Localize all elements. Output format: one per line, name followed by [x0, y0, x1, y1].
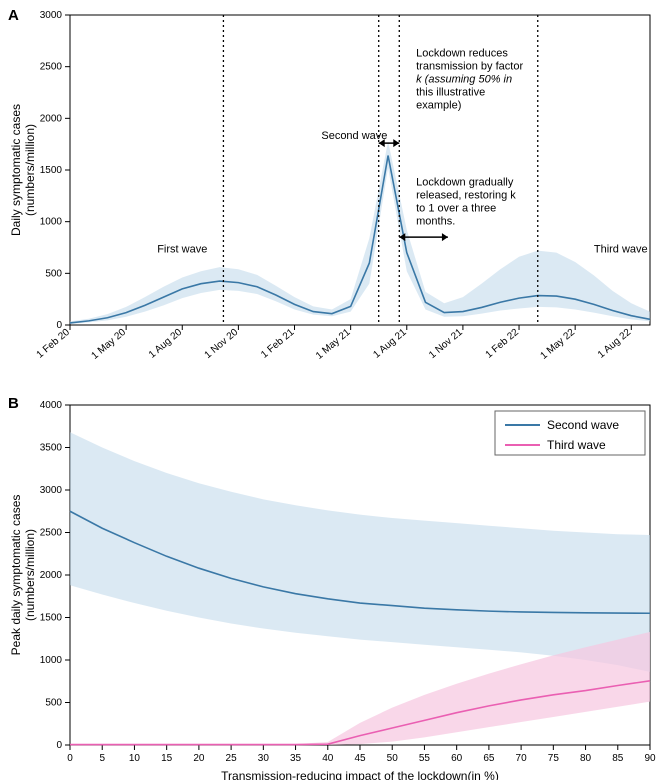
ann-lockdown: example): [416, 99, 461, 111]
panelB-xtick: 25: [226, 753, 238, 764]
panelA-ytick: 2000: [40, 113, 63, 124]
panelB-xtick: 55: [419, 753, 431, 764]
panelA-letter: A: [8, 7, 19, 24]
panelB-xtick: 60: [451, 753, 463, 764]
panelB-ytick: 4000: [40, 400, 63, 411]
ann-second-wave: Second wave: [321, 130, 387, 142]
panelA-ytick: 1500: [40, 165, 63, 176]
panelB-xtick: 90: [644, 753, 656, 764]
ann-release: released, restoring k: [416, 190, 516, 202]
legend-label: Third wave: [547, 438, 606, 452]
ann-lockdown: k (assuming 50% in: [416, 73, 512, 85]
panelB-xtick: 65: [483, 753, 495, 764]
ann-lockdown: this illustrative: [416, 86, 485, 98]
panelA-xtick: 1 May 21: [314, 327, 353, 362]
ann-release: months.: [416, 216, 455, 228]
ann-release: Lockdown gradually: [416, 177, 514, 189]
panelB-xtick: 20: [193, 753, 205, 764]
panelA-ytick: 1000: [40, 217, 63, 228]
panelB-xtick: 15: [161, 753, 173, 764]
panelB-xtick: 85: [612, 753, 624, 764]
panelA-xtick: 1 Nov 20: [203, 327, 241, 361]
panelA-ylabel: Daily symptomatic cases(numbers/million): [9, 104, 37, 236]
ann-release: to 1 over a three: [416, 203, 496, 215]
panelA-xtick: 1 Nov 21: [427, 327, 465, 361]
panelB-xtick: 0: [67, 753, 73, 764]
panelB-xtick: 70: [516, 753, 528, 764]
panelB-ytick: 2000: [40, 570, 63, 581]
panelA-xtick: 1 May 22: [539, 327, 578, 362]
panelB-xtick: 45: [354, 753, 366, 764]
panelA-ytick: 2500: [40, 62, 63, 73]
panelA-ytick: 500: [45, 268, 62, 279]
figure-svg: 0500100015002000250030001 Feb 201 May 20…: [0, 0, 669, 780]
ann-third-wave: Third wave: [594, 244, 648, 256]
panelB-xtick: 50: [387, 753, 399, 764]
panelB-xtick: 10: [129, 753, 141, 764]
panelA-xtick: 1 Aug 21: [371, 327, 409, 361]
panelA-xtick: 1 Aug 22: [596, 327, 634, 361]
legend-label: Second wave: [547, 418, 619, 432]
panelB-ytick: 1000: [40, 655, 63, 666]
panelB-ytick: 2500: [40, 528, 63, 539]
panelB-xtick: 80: [580, 753, 592, 764]
panelB-ytick: 0: [56, 740, 62, 751]
panelB-xlabel: Transmission-reducing impact of the lock…: [221, 769, 499, 780]
ann-first-wave: First wave: [157, 244, 207, 256]
panelB-xtick: 30: [258, 753, 270, 764]
panelB-ylabel: Peak daily symptomatic cases(numbers/mil…: [9, 495, 37, 656]
panelB-ytick: 500: [45, 698, 62, 709]
panelB-xtick: 40: [322, 753, 334, 764]
panelA-xtick: 1 Aug 20: [147, 327, 185, 361]
panelB-letter: B: [8, 395, 19, 412]
panelA-xtick: 1 Feb 20: [35, 327, 73, 361]
ann-lockdown: Lockdown reduces: [416, 47, 508, 59]
panelA-xtick: 1 May 20: [89, 327, 128, 362]
panelB-xtick: 75: [548, 753, 560, 764]
panelA-ytick: 3000: [40, 10, 63, 21]
panelB-xtick: 35: [290, 753, 302, 764]
panelA-xtick: 1 Feb 21: [259, 327, 297, 361]
panelB-ytick: 3500: [40, 443, 63, 454]
panelB-xtick: 5: [99, 753, 105, 764]
panelB-ytick: 3000: [40, 485, 63, 496]
panelA-xtick: 1 Feb 22: [484, 327, 522, 361]
ann-lockdown: transmission by factor: [416, 60, 523, 72]
panelB-ytick: 1500: [40, 613, 63, 624]
